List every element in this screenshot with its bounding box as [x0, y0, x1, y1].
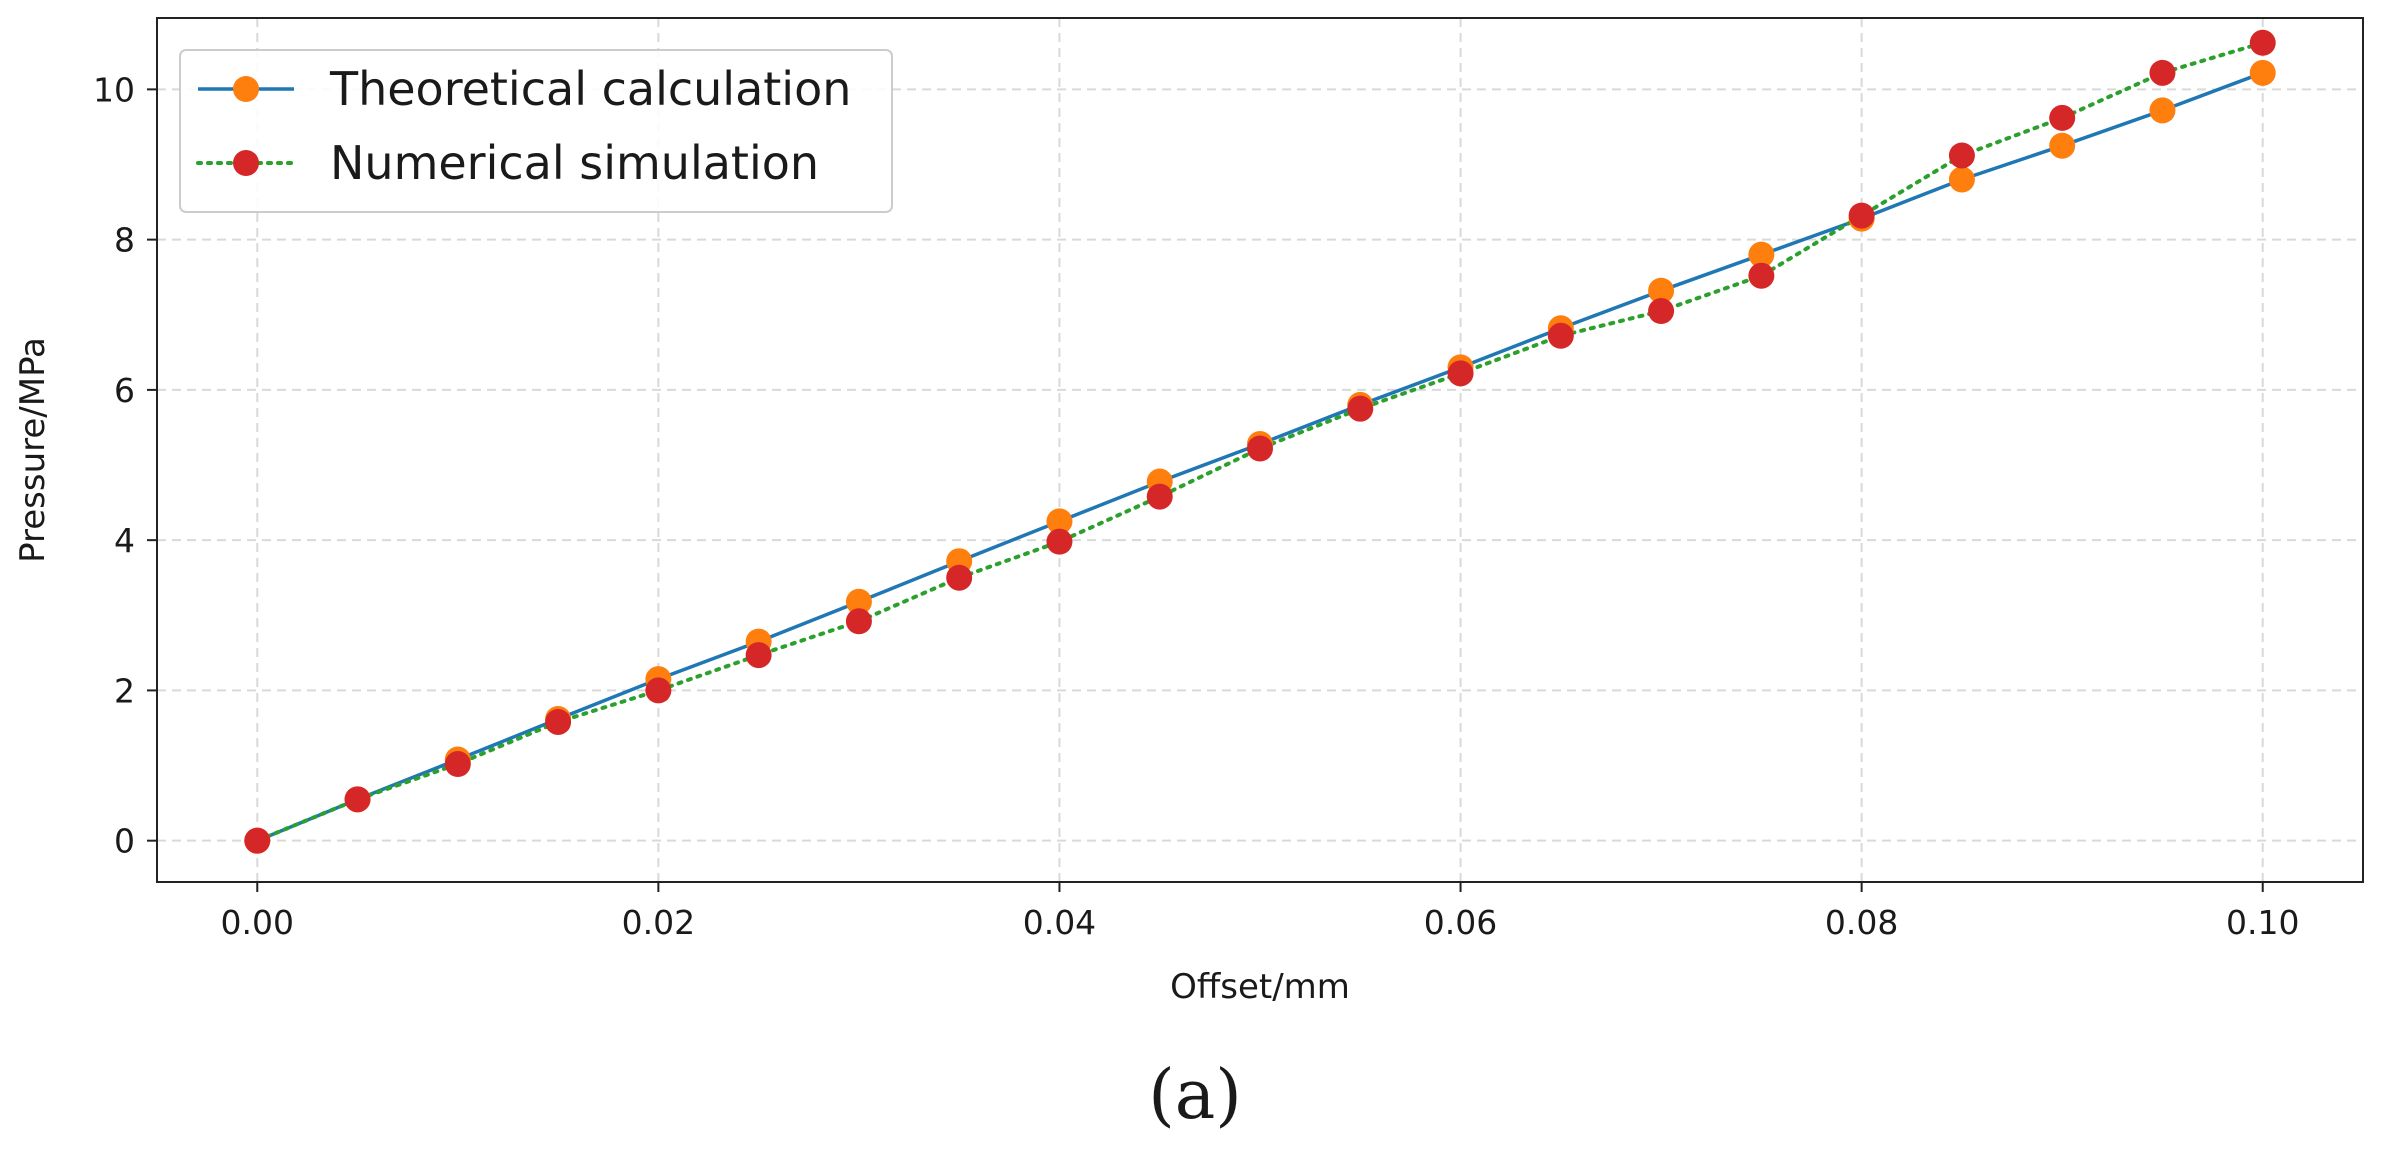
x-tick-label: 0.06	[1424, 903, 1497, 942]
numerical-line	[255, 40, 2265, 843]
theoretical-point	[1648, 277, 1675, 304]
panel-label: (a)	[1148, 1056, 1242, 1135]
numerical-point	[2149, 59, 2176, 86]
numerical-point	[1046, 528, 1073, 555]
numerical-point	[545, 708, 572, 735]
numerical-point	[645, 677, 672, 704]
plot-frame	[156, 17, 2364, 883]
theoretical-point	[845, 588, 872, 615]
theoretical-point	[1748, 241, 1775, 268]
numerical-point	[1247, 435, 1273, 462]
legend: Theoretical calculation Numerical simula…	[179, 49, 893, 213]
x-tick-label: 0.00	[221, 903, 294, 942]
numerical-point	[745, 642, 772, 669]
grid	[157, 18, 2363, 882]
x-tick-label: 0.02	[622, 903, 695, 942]
numerical-point	[1648, 298, 1675, 325]
theoretical-point	[1948, 166, 1975, 193]
numerical-point	[1948, 142, 1975, 169]
numerical-point	[1146, 483, 1173, 510]
numerical-point	[946, 564, 973, 591]
y-tick-label: 4	[114, 521, 135, 560]
x-axis-label: Offset/mm	[1170, 967, 1350, 1007]
theoretical-point	[1046, 508, 1073, 535]
y-tick-label: 2	[114, 671, 135, 710]
y-tick-label: 8	[114, 221, 135, 260]
numerical-point	[1447, 360, 1474, 387]
axis-ticks: 0.00 0.02 0.04 0.06 0.08 0.10 0 2 4 6 8 10	[93, 70, 2299, 942]
y-tick-label: 10	[93, 70, 135, 109]
legend-theoretical-label: Theoretical calculation	[329, 62, 851, 116]
legend-numerical-label: Numerical simulation	[330, 136, 819, 190]
numerical-point	[1748, 262, 1775, 289]
numerical-point	[2049, 104, 2076, 131]
x-tick-label: 0.10	[2226, 903, 2299, 942]
numerical-point	[444, 751, 471, 778]
theoretical-point	[2149, 97, 2176, 124]
theoretical-point	[2049, 132, 2076, 159]
numerical-point	[344, 786, 371, 813]
numerical-point	[845, 608, 872, 635]
numerical-point	[1547, 322, 1574, 349]
plot-series	[244, 29, 2276, 854]
legend-theoretical-marker	[233, 76, 259, 102]
y-axis-label: Pressure/MPa	[13, 337, 53, 563]
numerical-point	[1347, 395, 1374, 422]
y-tick-label: 6	[114, 371, 135, 410]
numerical-point	[1848, 202, 1875, 229]
legend-box	[179, 49, 893, 213]
x-tick-label: 0.08	[1825, 903, 1898, 942]
numerical-point	[2249, 29, 2276, 56]
x-tick-label: 0.04	[1023, 903, 1096, 942]
numerical-point	[244, 827, 271, 854]
y-tick-label: 0	[114, 822, 135, 861]
theoretical-point	[2249, 59, 2276, 86]
legend-numerical-marker	[233, 150, 259, 176]
